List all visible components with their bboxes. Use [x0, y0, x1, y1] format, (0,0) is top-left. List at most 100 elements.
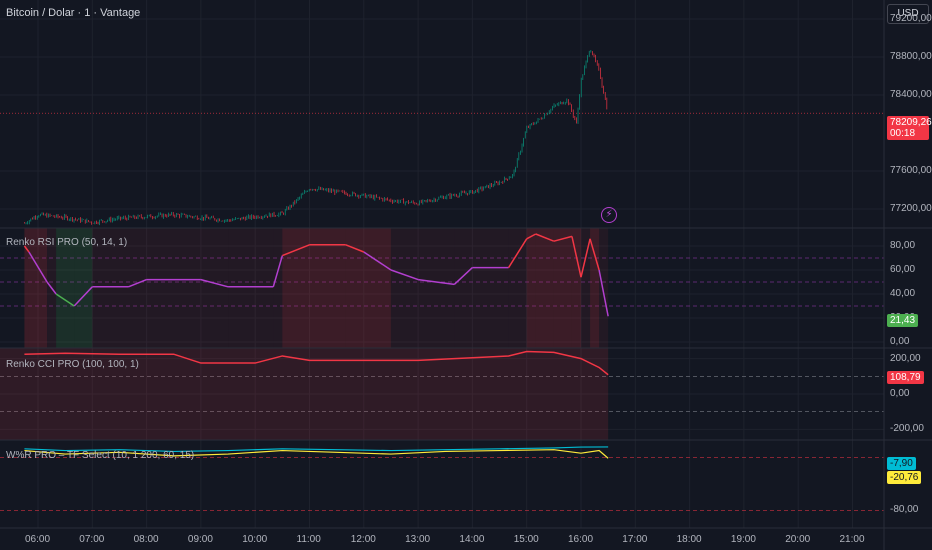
rsi-value-tag: 21,43: [887, 314, 919, 327]
time-tick-label: 07:00: [79, 534, 105, 545]
rsi-zone: [28, 228, 48, 348]
cci-pane-title[interactable]: Renko CCI PRO (100, 100, 1): [6, 359, 139, 370]
symbol-title[interactable]: Bitcoin / Dolar · 1 · Vantage: [6, 7, 141, 19]
rsi-zone: [472, 228, 509, 348]
rsi-zone: [345, 228, 364, 348]
time-tick-label: 16:00: [568, 534, 594, 545]
time-tick-label: 19:00: [730, 534, 756, 545]
cci-zone: [0, 348, 609, 440]
rsi-tick-label: 80,00: [890, 240, 916, 251]
price-candles: [24, 50, 608, 226]
rsi-line-segment: [46, 281, 57, 295]
bar-countdown: 00:18: [890, 128, 916, 139]
rsi-zone: [128, 228, 147, 348]
rsi-line-segment: [553, 235, 573, 242]
rsi-line-segment: [55, 293, 75, 307]
indicator-lines: [23, 233, 609, 459]
lightning-bolt-icon[interactable]: ⚡: [601, 207, 617, 223]
time-tick-label: 06:00: [25, 534, 51, 545]
cci-background-zone: [0, 348, 609, 440]
rsi-line-segment: [282, 244, 310, 257]
rsi-line-segment: [418, 278, 455, 286]
rsi-tick-label: 40,00: [890, 288, 916, 299]
rsi-zone: [571, 228, 581, 348]
wr-yellow-line: [24, 449, 609, 459]
wr-blue-line: [24, 446, 609, 453]
rsi-zone: [56, 228, 75, 348]
time-tick-label: 14:00: [459, 534, 485, 545]
rsi-line-segment: [28, 251, 48, 283]
time-tick-label: 21:00: [839, 534, 865, 545]
rsi-zone: [228, 228, 274, 348]
price-tick-label: 79200,00: [890, 13, 932, 24]
wr-pane-title[interactable]: W%R PRO – TF Select (10, 1 200, 60, 15): [6, 450, 195, 461]
rsi-zone: [454, 228, 473, 348]
time-tick-label: 12:00: [350, 534, 376, 545]
rsi-line-segment: [73, 286, 93, 307]
rsi-line-segment: [390, 269, 419, 281]
rsi-zone: [553, 228, 572, 348]
time-tick-label: 18:00: [676, 534, 702, 545]
cci-tick-label: -200,00: [890, 423, 924, 435]
time-tick-label: 13:00: [405, 534, 431, 545]
rsi-zone: [24, 228, 29, 348]
rsi-zone: [599, 228, 609, 348]
rsi-line-segment: [535, 233, 555, 242]
cci-value-tag: 108,79: [887, 371, 924, 384]
rsi-line-segment: [128, 278, 147, 288]
time-tick-label: 09:00: [187, 534, 213, 545]
rsi-tick-label: 0,00: [890, 336, 910, 347]
rsi-line-segment: [571, 236, 582, 278]
wr-value-yellow-tag: -20,76: [887, 471, 922, 484]
currency-button[interactable]: USD: [887, 4, 929, 24]
time-tick-label: 15:00: [513, 534, 539, 545]
rsi-zone: [273, 228, 283, 348]
cci-line: [24, 350, 609, 376]
rsi-zone: [535, 228, 554, 348]
wr-value-blue-tag: -7,90: [887, 457, 916, 470]
rsi-line-segment: [363, 251, 392, 271]
rsi-zone: [526, 228, 536, 348]
rsi-zone: [508, 228, 527, 348]
time-tick-label: 10:00: [242, 534, 268, 545]
rsi-tick-label: 60,00: [890, 264, 916, 275]
rsi-zone: [363, 228, 391, 348]
rsi-background-zones: [24, 228, 609, 348]
wr-tick-label: -80,00: [890, 504, 919, 516]
rsi-line-segment: [589, 238, 600, 271]
time-tick-label: 11:00: [296, 534, 321, 545]
rsi-zone: [590, 228, 600, 348]
rsi-zone: [418, 228, 455, 348]
price-tick-label: 77200,00: [890, 203, 932, 214]
rsi-pane-title[interactable]: Renko RSI PRO (50, 14, 1): [6, 237, 128, 248]
rsi-zone: [309, 228, 346, 348]
price-tick-label: 78400,00: [890, 89, 932, 100]
rsi-line-segment: [598, 269, 609, 317]
cci-tick-label: 0,00: [890, 388, 910, 399]
time-tick-label: 08:00: [133, 534, 159, 545]
rsi-line-segment: [580, 238, 591, 278]
rsi-line-segment: [453, 267, 473, 285]
time-tick-label: 20:00: [785, 534, 811, 545]
current-price-tag: 78209,26 00:18: [887, 116, 932, 140]
rsi-line-segment: [526, 233, 537, 240]
rsi-line-segment: [23, 245, 30, 253]
rsi-zone: [92, 228, 129, 348]
rsi-zone: [282, 228, 310, 348]
rsi-line-segment: [272, 255, 284, 288]
cci-tick-label: 200,00: [890, 352, 921, 364]
rsi-line-segment: [507, 238, 528, 268]
price-tick-label: 77600,00: [890, 165, 932, 176]
current-price-value: 78209,26: [890, 117, 932, 128]
time-tick-label: 17:00: [622, 534, 648, 545]
rsi-line-segment: [200, 278, 229, 288]
price-tick-label: 78800,00: [890, 51, 932, 62]
rsi-zone: [390, 228, 419, 348]
rsi-zone: [146, 228, 201, 348]
rsi-zone: [581, 228, 591, 348]
rsi-zone: [200, 228, 229, 348]
rsi-zone: [74, 228, 93, 348]
rsi-line-segment: [345, 244, 365, 253]
